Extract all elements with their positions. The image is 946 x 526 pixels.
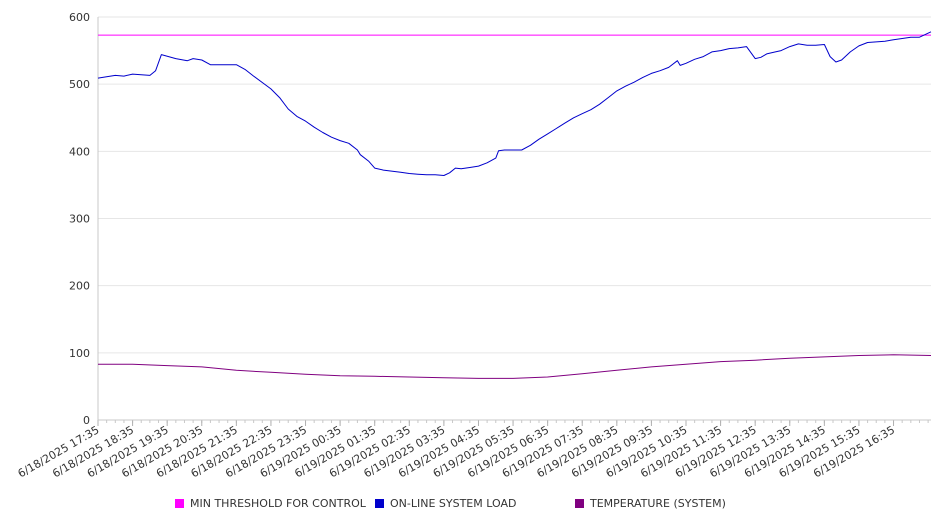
- y-tick-label: 200: [69, 280, 90, 293]
- y-tick-label: 400: [69, 145, 90, 158]
- legend-label-min-threshold: MIN THRESHOLD FOR CONTROL: [190, 497, 366, 510]
- legend-label-temperature: TEMPERATURE (SYSTEM): [590, 497, 726, 510]
- x-axis-ticks: 6/18/2025 17:356/18/2025 18:356/18/2025 …: [16, 420, 929, 480]
- legend-item-system-load[interactable]: ON-LINE SYSTEM LOAD: [375, 497, 516, 510]
- series-line-system-load: [97, 31, 932, 176]
- series-lines: [97, 31, 932, 379]
- y-tick-label: 300: [69, 213, 90, 226]
- legend-swatch-min-threshold: [175, 499, 184, 508]
- gridlines: [98, 16, 931, 354]
- y-tick-label: 500: [69, 78, 90, 91]
- axes: [97, 17, 931, 421]
- legend-item-min-threshold[interactable]: MIN THRESHOLD FOR CONTROL: [175, 497, 366, 510]
- legend-item-temperature[interactable]: TEMPERATURE (SYSTEM): [575, 497, 726, 510]
- y-tick-label: 600: [69, 11, 90, 24]
- legend-swatch-temperature: [575, 499, 584, 508]
- y-tick-label: 100: [69, 347, 90, 360]
- series-line-temperature: [98, 354, 932, 379]
- legend-swatch-system-load: [375, 499, 384, 508]
- legend: MIN THRESHOLD FOR CONTROL ON-LINE SYSTEM…: [0, 497, 946, 513]
- legend-label-system-load: ON-LINE SYSTEM LOAD: [390, 497, 517, 510]
- y-tick-label: 0: [83, 414, 90, 427]
- y-axis-ticks: 0 100 200 300 400 500 600: [69, 11, 90, 427]
